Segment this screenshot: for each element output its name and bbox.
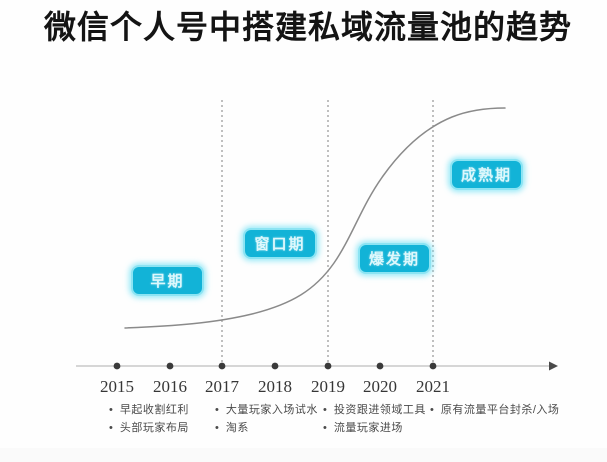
year-label-2020: 2020 xyxy=(363,377,397,396)
year-label-2017: 2017 xyxy=(205,377,239,396)
note-text: 早起收割红利 xyxy=(119,404,189,416)
note-item: • 投资跟进领域工具 xyxy=(323,401,426,419)
stage-label: 成熟期 xyxy=(460,167,512,184)
note-text: 头部玩家布局 xyxy=(119,422,189,434)
bullet-icon: • xyxy=(215,422,219,434)
timeline-dot xyxy=(166,362,174,370)
note-item: • 淘系 xyxy=(215,419,318,437)
note-text: 流量玩家进场 xyxy=(333,422,403,434)
stage-label: 早期 xyxy=(150,273,185,290)
bullet-icon: • xyxy=(215,404,219,416)
note-item: • 大量玩家入场试水 xyxy=(215,401,318,419)
note-item: • 早起收割红利 xyxy=(109,401,189,419)
timeline-dot xyxy=(429,362,437,370)
note-text: 投资跟进领域工具 xyxy=(333,404,426,416)
note-text: 大量玩家入场试水 xyxy=(225,404,318,416)
bullet-icon: • xyxy=(109,404,113,416)
year-label-2021: 2021 xyxy=(416,377,450,396)
stage-badge-window: 窗口期 xyxy=(243,228,317,259)
timeline-dot xyxy=(324,362,332,370)
bullet-icon: • xyxy=(430,404,434,416)
note-item: • 流量玩家进场 xyxy=(323,419,426,437)
s-curve xyxy=(124,107,506,329)
timeline-dot xyxy=(376,362,384,370)
stage-label: 窗口期 xyxy=(254,236,306,253)
axis-arrow-icon xyxy=(549,361,558,371)
note-item: • 原有流量平台封杀/入场 xyxy=(430,401,559,419)
page-title: 微信个人号中搭建私域流量池的趋势 xyxy=(44,9,573,45)
stage-badge-burst: 爆发期 xyxy=(358,243,431,274)
stage-badge-mature: 成熟期 xyxy=(450,159,523,190)
timeline-dot xyxy=(218,362,226,370)
notes-column-2019: • 投资跟进领域工具 • 流量玩家进场 xyxy=(323,401,426,437)
year-label-2019: 2019 xyxy=(311,377,345,396)
note-text: 淘系 xyxy=(225,422,249,434)
bullet-icon: • xyxy=(323,422,327,434)
timeline-dot xyxy=(271,362,279,370)
year-label-2016: 2016 xyxy=(153,377,187,396)
note-text: 原有流量平台封杀/入场 xyxy=(440,404,560,416)
bullet-icon: • xyxy=(323,404,327,416)
notes-column-2021: • 原有流量平台封杀/入场 xyxy=(430,401,559,419)
year-label-2018: 2018 xyxy=(258,377,292,396)
notes-column-2017: • 大量玩家入场试水 • 淘系 xyxy=(215,401,318,437)
bottom-strip xyxy=(0,448,607,462)
stage-badge-early: 早期 xyxy=(131,265,204,296)
notes-column-2015: • 早起收割红利 • 头部玩家布局 xyxy=(109,401,189,437)
note-item: • 头部玩家布局 xyxy=(109,419,189,437)
timeline-dot xyxy=(113,362,121,370)
year-label-2015: 2015 xyxy=(100,377,134,396)
stage-label: 爆发期 xyxy=(368,251,420,268)
bullet-icon: • xyxy=(109,422,113,434)
